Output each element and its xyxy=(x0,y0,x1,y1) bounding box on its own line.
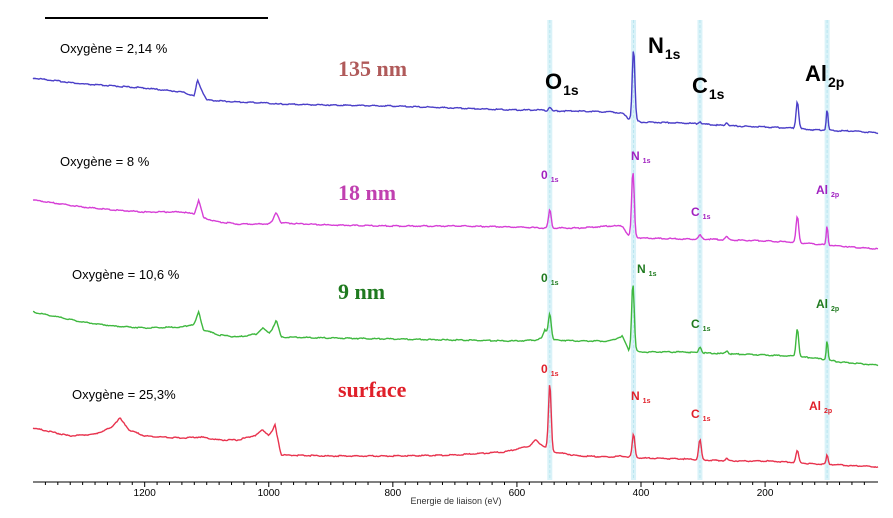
peak-label-n1s_top: N1s xyxy=(648,33,681,62)
oxygen-label-135nm: Oxygène = 2,14 % xyxy=(60,41,168,56)
peak-label-o1s_top: O1s xyxy=(545,69,579,98)
x-tick-label: 400 xyxy=(633,488,650,499)
peak-label-c1s_s9: C 1s xyxy=(691,317,711,333)
spectrum-line-s18 xyxy=(32,173,879,250)
peak-label-o1s_s9: 0 1s xyxy=(541,271,559,287)
peak-annotations: O1s N1s C1s Al2p 0 1s N 1s C 1s Al 2p 0 1s N 1s C 1s Al 2p 0… xyxy=(541,33,844,423)
peak-label-c1s_s18: C 1s xyxy=(691,205,711,221)
peak-label-c1s_top: C1s xyxy=(692,73,725,102)
depth-label-9nm: 9 nm xyxy=(338,279,385,304)
peak-label-n1s_s18: N 1s xyxy=(631,149,651,165)
x-axis-ticks: 1200 1000 800 600 400 200 xyxy=(44,482,865,499)
peak-label-n1s_s9: N 1s xyxy=(637,262,657,278)
oxygen-label-18nm: Oxygène = 8 % xyxy=(60,154,150,169)
depth-label-surface: surface xyxy=(338,377,407,402)
oxygen-label-9nm: Oxygène = 10,6 % xyxy=(72,267,180,282)
spectrum-line-s9 xyxy=(32,285,879,367)
x-axis-title: Energie de liaison (eV) xyxy=(410,496,501,506)
spectrum-line-ssurf xyxy=(32,385,879,469)
x-tick-label: 800 xyxy=(384,488,401,499)
peak-label-o1s_surf: 0 1s xyxy=(541,362,559,378)
spectrum-line-s135 xyxy=(32,51,879,135)
x-tick-label: 1200 xyxy=(134,488,157,499)
x-tick-label: 1000 xyxy=(258,488,281,499)
peak-label-c1s_surf: C 1s xyxy=(691,407,711,423)
peak-label-o1s_s18: 0 1s xyxy=(541,168,559,184)
peak-marker-layer xyxy=(547,20,830,480)
peak-label-al2p_s18: Al 2p xyxy=(816,183,839,199)
x-tick-label: 200 xyxy=(757,488,774,499)
x-tick-label: 600 xyxy=(509,488,526,499)
peak-label-al2p_s9: Al 2p xyxy=(816,297,839,313)
plot-frame xyxy=(33,17,878,483)
peak-label-al2p_top: Al2p xyxy=(805,61,844,90)
series-layer xyxy=(32,51,879,469)
oxygen-label-surface: Oxygène = 25,3% xyxy=(72,387,176,402)
depth-label-135nm: 135 nm xyxy=(338,56,407,81)
peak-label-n1s_surf: N 1s xyxy=(631,389,651,405)
peak-label-al2p_surf: Al 2p xyxy=(809,399,832,415)
depth-label-18nm: 18 nm xyxy=(338,180,396,205)
